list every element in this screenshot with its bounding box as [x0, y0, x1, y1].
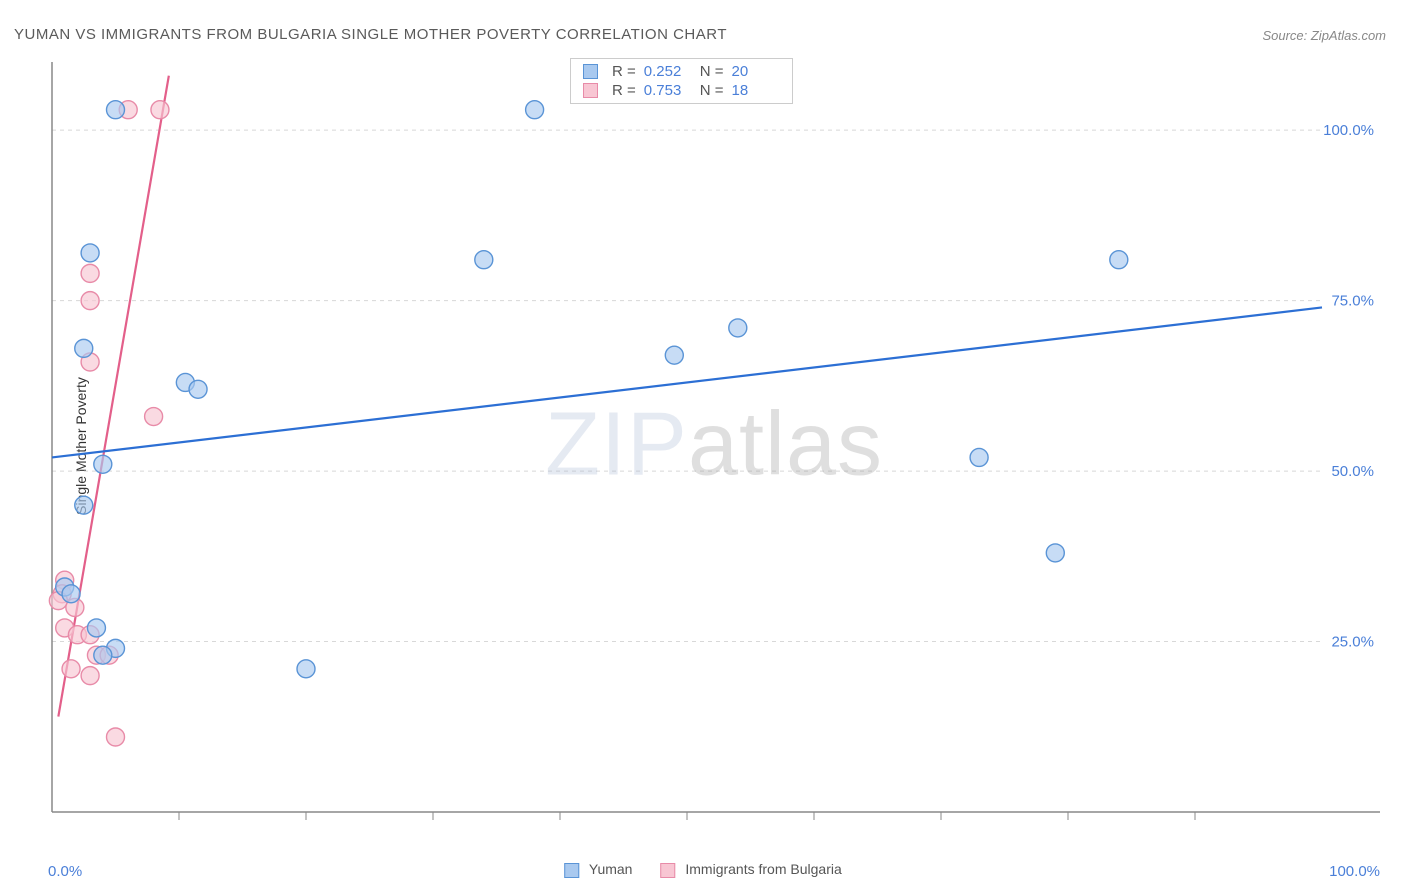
correlation-stats-legend: R = 0.252 N = 20 R = 0.753 N = 18 — [570, 58, 793, 104]
scatter-plot-svg: 25.0% 50.0% 75.0% 100.0% — [46, 56, 1382, 834]
r-label: R = — [612, 63, 636, 80]
data-point — [145, 408, 163, 426]
data-point — [62, 585, 80, 603]
data-point — [81, 244, 99, 262]
x-axis-max-label: 100.0% — [1329, 863, 1380, 880]
data-point — [297, 660, 315, 678]
n-label: N = — [700, 82, 724, 99]
source-attribution: Source: ZipAtlas.com — [1262, 28, 1386, 43]
swatch-a-icon — [564, 863, 579, 878]
data-point — [151, 101, 169, 119]
legend-item-b: Immigrants from Bulgaria — [660, 861, 841, 878]
y-tick-label: 25.0% — [1331, 634, 1374, 651]
stats-row-a: R = 0.252 N = 20 — [583, 63, 780, 80]
data-point — [475, 251, 493, 269]
stats-row-b: R = 0.753 N = 18 — [583, 82, 780, 99]
swatch-a-icon — [583, 64, 598, 79]
data-point — [665, 346, 683, 364]
legend-label-a: Yuman — [589, 861, 633, 877]
r-label: R = — [612, 82, 636, 99]
n-value-a: 20 — [732, 63, 780, 80]
data-point — [75, 496, 93, 514]
data-point — [526, 101, 544, 119]
data-point — [189, 380, 207, 398]
n-value-b: 18 — [732, 82, 780, 99]
data-point — [107, 101, 125, 119]
r-value-a: 0.252 — [644, 63, 692, 80]
data-point — [75, 339, 93, 357]
legend-label-b: Immigrants from Bulgaria — [685, 861, 841, 877]
y-tick-label: 75.0% — [1331, 293, 1374, 310]
data-point — [94, 646, 112, 664]
data-point — [81, 264, 99, 282]
data-point — [62, 660, 80, 678]
data-point — [1110, 251, 1128, 269]
r-value-b: 0.753 — [644, 82, 692, 99]
data-point — [81, 292, 99, 310]
data-point — [107, 728, 125, 746]
n-label: N = — [700, 63, 724, 80]
x-axis-min-label: 0.0% — [48, 863, 82, 880]
swatch-b-icon — [583, 83, 598, 98]
chart-title: YUMAN VS IMMIGRANTS FROM BULGARIA SINGLE… — [14, 26, 727, 43]
chart-plot-area: 25.0%50.0%75.0%100.0% ZIPatlas — [46, 56, 1382, 834]
data-point — [87, 619, 105, 637]
data-point — [970, 448, 988, 466]
y-tick-label: 100.0% — [1323, 122, 1374, 139]
series-legend: Yuman Immigrants from Bulgaria — [564, 861, 842, 878]
data-point — [729, 319, 747, 337]
legend-item-a: Yuman — [564, 861, 632, 878]
data-point — [1046, 544, 1064, 562]
data-point — [81, 667, 99, 685]
data-point — [94, 455, 112, 473]
swatch-b-icon — [660, 863, 675, 878]
y-tick-label: 50.0% — [1331, 463, 1374, 480]
